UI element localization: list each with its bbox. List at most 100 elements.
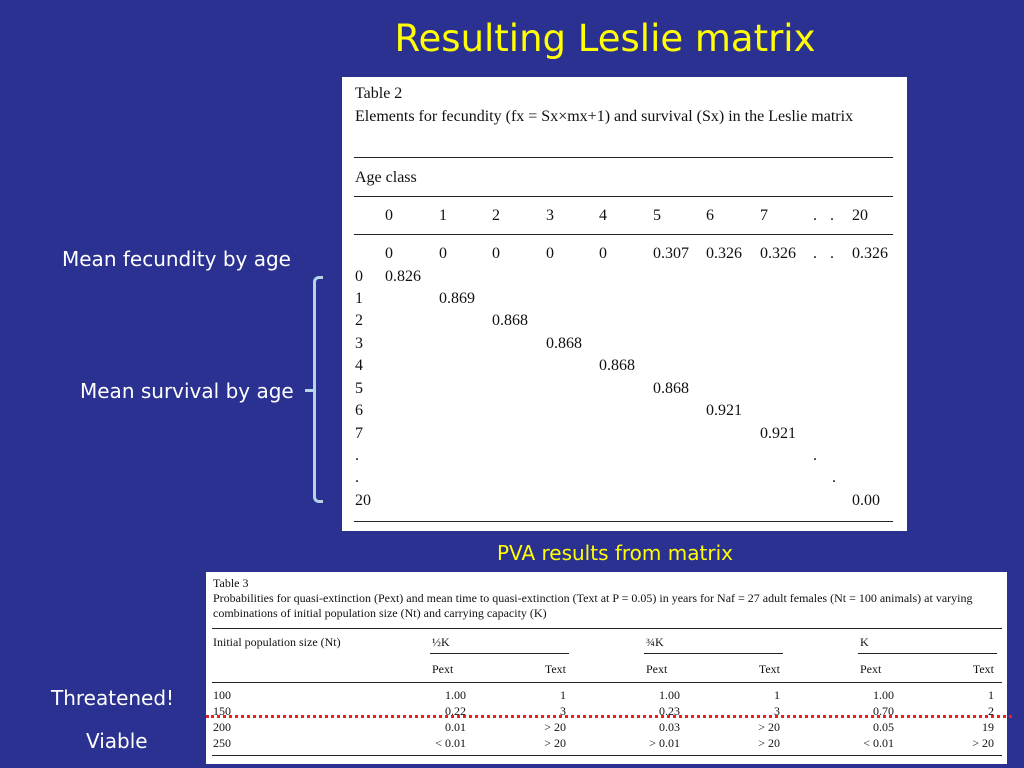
table3-row-size: 250 — [213, 736, 231, 750]
col-header: 6 — [706, 207, 714, 224]
col-header: 4 — [599, 207, 607, 224]
initial-size-header: Initial population size (Nt) — [213, 635, 341, 649]
fecundity-cell: 0 — [546, 245, 554, 262]
table3-cell: 0.23 — [659, 704, 680, 718]
survival-label: Mean survival by age — [80, 379, 294, 403]
table3-cell: < 0.01 — [435, 736, 466, 750]
group-rule — [644, 653, 783, 654]
sub-header-text: Text — [544, 662, 566, 676]
bracket-tip — [305, 389, 315, 392]
col-header: 7 — [760, 207, 768, 224]
survival-cell: . — [813, 447, 817, 464]
survival-cell: 0.868 — [546, 335, 582, 352]
sub-header-text: Text — [758, 662, 780, 676]
table3-heading: Table 3 — [213, 576, 249, 590]
survival-cell: 0.868 — [492, 312, 528, 329]
table3-cell: 1.00 — [659, 688, 680, 702]
survival-cell: . — [832, 469, 836, 486]
row-label: 7 — [355, 425, 363, 442]
col-header: 1 — [439, 207, 447, 224]
table3-rule-bottom — [212, 755, 1002, 756]
table3-cell: 1 — [774, 688, 780, 702]
table3-cell: 0.01 — [445, 720, 466, 734]
table2-rule-top — [354, 157, 893, 158]
table2-rule-bottom — [354, 521, 893, 522]
table3-cell: 1 — [560, 688, 566, 702]
table2-rule-mid — [354, 196, 893, 197]
fecundity-cell: 0.326 — [852, 245, 888, 262]
col-header: 0 — [385, 207, 393, 224]
fecundity-cell: 0.307 — [653, 245, 689, 262]
table3-cell: 0.03 — [659, 720, 680, 734]
row-label: 5 — [355, 380, 363, 397]
table3-rule-mid — [212, 682, 1002, 683]
survival-cell: 0.00 — [852, 492, 880, 509]
col-header: 5 — [653, 207, 661, 224]
group-rule — [430, 653, 569, 654]
table3-cell: > 20 — [972, 736, 994, 750]
table3-cell: 3 — [774, 704, 780, 718]
survival-cell: 0.869 — [439, 290, 475, 307]
sub-header-pext: Pext — [432, 662, 454, 676]
threatened-label: Threatened! — [51, 686, 175, 710]
group-three-quarter-k: ¾K — [646, 635, 664, 649]
fecundity-cell: . — [830, 245, 834, 262]
sub-header-pext: Pext — [646, 662, 668, 676]
survival-cell: 0.868 — [653, 380, 689, 397]
row-label: . — [355, 469, 359, 486]
table3-cell: > 0.01 — [649, 736, 680, 750]
table3-cell: 1.00 — [873, 688, 894, 702]
col-header: 20 — [852, 207, 868, 224]
pva-table-card: Table 3 Probabilities for quasi-extincti… — [206, 572, 1007, 764]
group-k: K — [860, 635, 869, 649]
row-label: 20 — [355, 492, 371, 509]
row-label: 2 — [355, 312, 363, 329]
group-rule — [858, 653, 997, 654]
table3-cell: 2 — [988, 704, 994, 718]
row-label: 3 — [355, 335, 363, 352]
table3-cell: 1.00 — [445, 688, 466, 702]
table3-row-size: 200 — [213, 720, 231, 734]
fecundity-cell: 0 — [385, 245, 393, 262]
fecundity-label: Mean fecundity by age — [62, 247, 291, 271]
leslie-table-card: Table 2 Elements for fecundity (fx = Sx×… — [342, 77, 907, 531]
table3-cell: > 20 — [758, 720, 780, 734]
table3-cell: 0.05 — [873, 720, 894, 734]
table3-cell: < 0.01 — [863, 736, 894, 750]
sub-header-pext: Pext — [860, 662, 882, 676]
viable-label: Viable — [86, 729, 148, 753]
row-label: 6 — [355, 402, 363, 419]
survival-cell: 0.921 — [706, 402, 742, 419]
table3-cell: 1 — [988, 688, 994, 702]
col-header: 3 — [546, 207, 554, 224]
row-label: 0 — [355, 268, 363, 285]
table3-cell: 19 — [982, 720, 994, 734]
table3-cell: > 20 — [544, 720, 566, 734]
table2-rule-cols — [354, 234, 893, 235]
col-header: . — [830, 207, 834, 224]
fecundity-cell: 0.326 — [706, 245, 742, 262]
threshold-divider — [206, 715, 1012, 718]
table3-cell: > 20 — [544, 736, 566, 750]
survival-cell: 0.826 — [385, 268, 421, 285]
col-header: . — [813, 207, 817, 224]
row-label: 4 — [355, 357, 363, 374]
table2-heading: Table 2 — [355, 85, 403, 102]
survival-cell: 0.921 — [760, 425, 796, 442]
table3-rule-top — [212, 628, 1002, 629]
table3-cell: 0.70 — [873, 704, 894, 718]
table3-row-size: 100 — [213, 688, 231, 702]
col-header: 2 — [492, 207, 500, 224]
fecundity-cell: 0 — [439, 245, 447, 262]
table3-cell: > 20 — [758, 736, 780, 750]
age-class-label: Age class — [355, 169, 417, 186]
table3-cell: 3 — [560, 704, 566, 718]
sub-header-text: Text — [972, 662, 994, 676]
fecundity-cell: 0.326 — [760, 245, 796, 262]
group-half-k: ½K — [432, 635, 450, 649]
row-label: . — [355, 447, 359, 464]
fecundity-cell: 0 — [492, 245, 500, 262]
table3-description: Probabilities for quasi-extinction (Pext… — [213, 591, 973, 620]
fecundity-cell: . — [813, 245, 817, 262]
pva-caption: PVA results from matrix — [497, 541, 733, 565]
